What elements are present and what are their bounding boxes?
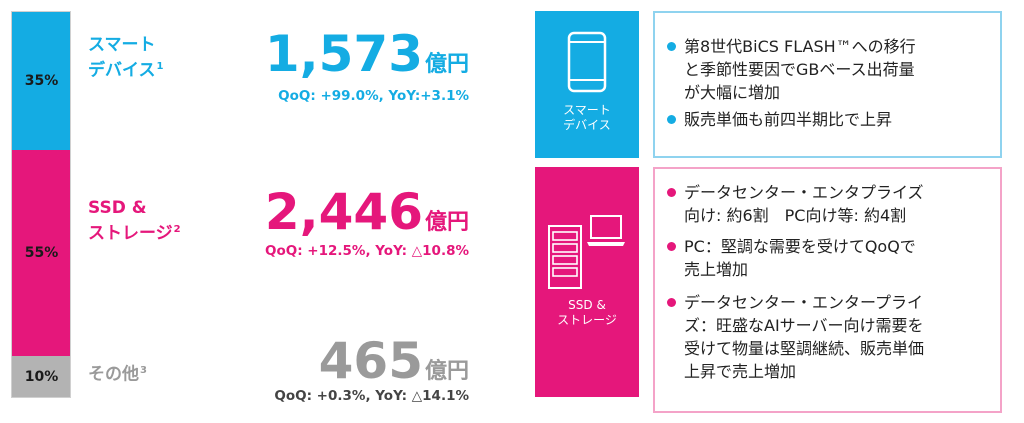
bullet-text: データセンター・エンタプライズ 向け: 約6割 PC向け等: 約4割 xyxy=(684,183,924,225)
label-line: スマート xyxy=(88,35,156,55)
bar-segment-other: 10% xyxy=(12,356,71,397)
bullet-dot xyxy=(667,242,676,251)
segment-label-smart-devices: スマート デバイス1 xyxy=(88,35,163,82)
amount-smart-devices: 1,573 億円 xyxy=(265,25,469,83)
percent-label: 35% xyxy=(24,73,59,89)
footnote-mark: 3 xyxy=(140,365,147,376)
label-line: デバイス xyxy=(88,60,156,81)
bullet-text: PC：堅調な需要を受けてQoQで 売上増加 xyxy=(684,237,916,279)
category-smart-devices: スマート デバイス xyxy=(535,11,639,158)
amount-unit: 億円 xyxy=(424,359,469,384)
segment-label-ssd-storage: SSD & ストレージ2 xyxy=(88,198,181,245)
category-ssd-storage: SSD & ストレージ xyxy=(535,167,639,397)
growth-smart-devices: QoQ: +99.0%, YoY:+3.1% xyxy=(278,88,469,104)
bullet-dot xyxy=(667,188,676,197)
bullet-item: 販売単価も前四半期比で上昇 xyxy=(667,108,892,131)
growth-ssd-storage: QoQ: +12.5%, YoY: △10.8% xyxy=(264,243,469,259)
bullet-dot xyxy=(667,115,676,124)
bullet-item: PC：堅調な需要を受けてQoQで 売上増加 xyxy=(667,235,916,281)
bar-segment-smart-devices: 35% xyxy=(12,12,71,150)
amount-other: 465 億円 xyxy=(319,332,469,390)
percent-label: 55% xyxy=(24,245,59,261)
bullet-item: データセンター・エンタープライ ズ：旺盛なAIサーバー向け需要を 受けて物量は堅… xyxy=(667,291,924,383)
bullet-text: データセンター・エンタープライ ズ：旺盛なAIサーバー向け需要を 受けて物量は堅… xyxy=(684,293,925,381)
amount-unit: 億円 xyxy=(424,52,469,77)
label-line: ストレージ xyxy=(88,223,173,244)
category-name-line: スマート xyxy=(563,103,611,117)
smartphone-icon xyxy=(567,31,607,93)
bullet-item: 第8世代BiCS FLASH™への移行 と季節性要因でGBベース出荷量 が大幅に… xyxy=(667,35,916,104)
growth-other: QoQ: +0.3%, YoY: △14.1% xyxy=(274,388,469,404)
category-name-line: SSD & xyxy=(568,298,606,312)
details-panel-smart-devices: 第8世代BiCS FLASH™への移行 と季節性要因でGBベース出荷量 が大幅に… xyxy=(653,11,1002,158)
details-panel-ssd-storage: データセンター・エンタプライズ 向け: 約6割 PC向け等: 約4割 PC：堅調… xyxy=(653,167,1002,413)
segment-label-other: その他3 xyxy=(88,360,147,386)
server-laptop-icon xyxy=(548,215,625,289)
category-name-line: ストレージ xyxy=(557,313,617,327)
amount-value: 2,446 xyxy=(264,183,423,241)
footnote-mark: 2 xyxy=(173,224,181,235)
label-line: その他 xyxy=(88,364,139,385)
amount-unit: 億円 xyxy=(424,210,469,235)
bullet-text: 販売単価も前四半期比で上昇 xyxy=(684,110,893,129)
bullet-item: データセンター・エンタプライズ 向け: 約6割 PC向け等: 約4割 xyxy=(667,181,924,227)
bullet-dot xyxy=(667,42,676,51)
amount-ssd-storage: 2,446 億円 xyxy=(265,183,469,241)
label-line: SSD & xyxy=(88,198,147,218)
bullet-dot xyxy=(667,298,676,307)
percent-label: 10% xyxy=(24,368,59,385)
amount-value: 465 xyxy=(318,332,423,390)
category-name-line: デバイス xyxy=(563,118,611,132)
bar-segment-ssd-storage: 55% xyxy=(12,150,71,356)
bullet-text: 第8世代BiCS FLASH™への移行 と季節性要因でGBベース出荷量 が大幅に… xyxy=(684,37,916,102)
footnote-mark: 1 xyxy=(156,61,164,72)
amount-value: 1,573 xyxy=(264,25,423,83)
